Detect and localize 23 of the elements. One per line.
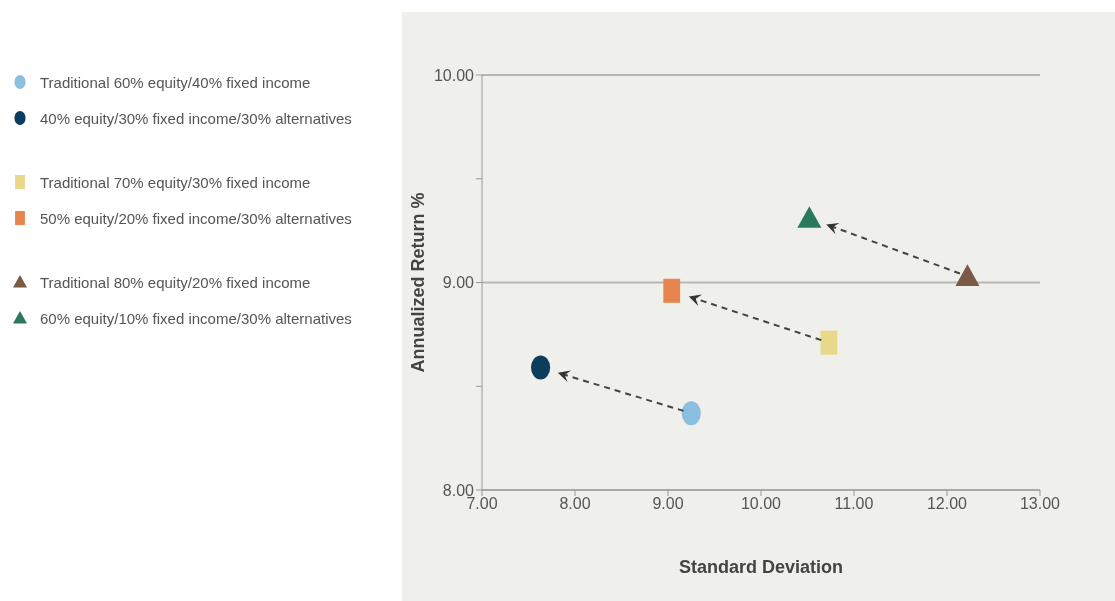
x-tick-label: 11.00 — [834, 495, 874, 513]
legend-label: Traditional 70% equity/30% fixed income — [40, 173, 311, 191]
y-tick-label: 9.00 — [442, 274, 475, 292]
x-tick-label: 10.00 — [740, 495, 782, 513]
x-tick-label: 12.00 — [926, 495, 968, 513]
y-tick-label: 10.00 — [433, 66, 475, 84]
point — [530, 355, 551, 380]
x-tick-label: 7.00 — [466, 495, 498, 513]
x-tick-label: 9.00 — [652, 495, 684, 513]
point — [955, 264, 980, 286]
point — [797, 206, 822, 228]
legend-label: 60% equity/10% fixed income/30% alternatives — [40, 309, 352, 327]
x-tick-label: 13.00 — [1019, 495, 1061, 513]
legend-label: 50% equity/20% fixed income/30% alternatives — [40, 209, 352, 227]
x-axis-title: Standard Deviation — [678, 557, 844, 577]
point — [663, 278, 681, 303]
x-tick-label: 8.00 — [559, 495, 591, 513]
y-axis-title: Annualized Return % — [408, 192, 429, 373]
point — [681, 401, 701, 426]
legend-label: 40% equity/30% fixed income/30% alternatives — [40, 109, 352, 127]
point — [820, 330, 838, 355]
legend-label: Traditional 80% equity/20% fixed income — [40, 273, 311, 291]
legend-label: Traditional 60% equity/40% fixed income — [40, 73, 311, 91]
